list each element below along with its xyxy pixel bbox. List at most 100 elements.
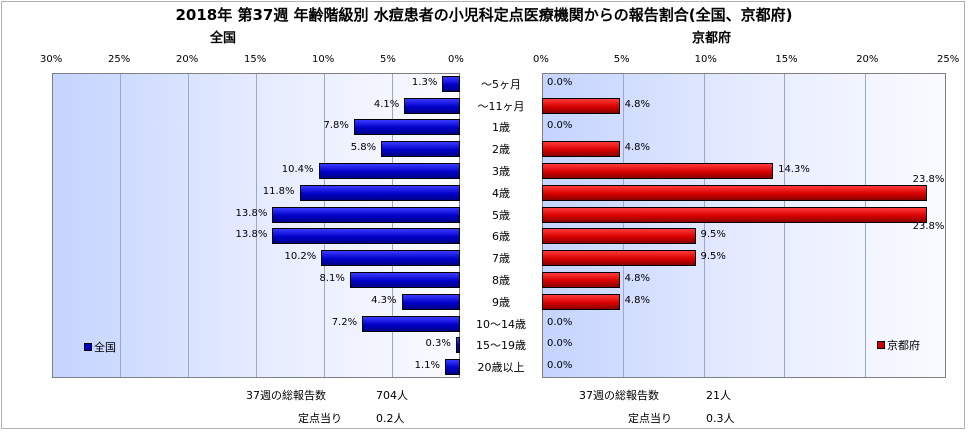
- kyoto-value-label: 4.8%: [624, 98, 650, 110]
- kyoto-value-label: 23.8%: [912, 220, 945, 232]
- kyoto-bar: [542, 97, 620, 114]
- kyoto-tick-label: 10%: [694, 54, 717, 65]
- category-label: 10～14歳: [476, 317, 526, 331]
- kyoto-value-label: 0.0%: [547, 120, 573, 132]
- category-label: 8歳: [492, 273, 510, 287]
- nation-tick-label: 30%: [40, 54, 63, 65]
- nation-value-label: 8.1%: [319, 272, 345, 284]
- kyoto-value-label: 0.0%: [547, 360, 573, 372]
- nation-value-label: 5.8%: [350, 142, 377, 154]
- kyoto-value-label: 9.5%: [700, 251, 726, 263]
- category-label: 4歳: [492, 186, 510, 200]
- nation-value-label: 1.1%: [414, 360, 441, 372]
- kyoto-value-label: 0.0%: [547, 316, 573, 328]
- kyoto-gridline: [865, 74, 867, 377]
- nation-legend-swatch: [84, 343, 92, 351]
- nation-tick-label: 15%: [244, 54, 267, 65]
- kyoto-gridline: [784, 74, 786, 377]
- kyoto-value-label: 14.3%: [778, 164, 810, 176]
- nation-value-label: 7.8%: [323, 120, 349, 132]
- nation-bar: [272, 228, 460, 245]
- kyoto-panel-title: 京都府: [692, 31, 732, 46]
- kyoto-bar: [542, 293, 620, 310]
- nation-value-label: 4.3%: [371, 294, 397, 306]
- nation-value-label: 10.4%: [281, 164, 314, 176]
- kyoto-bar: [542, 163, 774, 180]
- kyoto-gridline: [703, 74, 705, 377]
- nation-value-label: 10.2%: [284, 251, 317, 263]
- nation-total-value: 704人: [376, 389, 408, 402]
- category-label: ～11ヶ月: [477, 99, 525, 113]
- kyoto-bar: [542, 271, 620, 288]
- category-label: 5歳: [492, 208, 510, 222]
- nation-bar: [321, 250, 460, 267]
- nation-bar: [362, 315, 460, 332]
- category-label: 3歳: [492, 165, 510, 179]
- kyoto-bar: [542, 184, 927, 201]
- kyoto-value-label: 9.5%: [700, 229, 726, 241]
- nation-value-label: 4.1%: [373, 98, 400, 110]
- kyoto-value-label: 0.0%: [547, 76, 573, 88]
- nation-bar: [353, 119, 460, 136]
- nation-value-label: 13.8%: [235, 229, 268, 241]
- nation-bar: [404, 97, 460, 114]
- nation-bar: [445, 359, 460, 376]
- kyoto-per-value: 0.3人: [706, 412, 735, 425]
- kyoto-total-value: 21人: [706, 389, 731, 402]
- nation-bar: [272, 206, 460, 223]
- nation-gridline: [256, 74, 257, 377]
- nation-value-label: 7.2%: [331, 316, 358, 328]
- chart-title: 2018年 第37週 年齢階級別 水痘患者の小児科定点医療機関からの報告割合(全…: [175, 6, 793, 24]
- kyoto-bar: [542, 250, 696, 267]
- kyoto-legend-swatch: [877, 341, 885, 349]
- nation-tick-label: 5%: [380, 54, 396, 65]
- category-label: 6歳: [492, 230, 510, 244]
- kyoto-total-label: 37週の総報告数: [579, 389, 659, 402]
- kyoto-tick-label: 5%: [613, 54, 630, 65]
- kyoto-value-label: 4.8%: [624, 142, 650, 154]
- nation-bar: [299, 184, 460, 201]
- nation-value-label: 0.3%: [425, 338, 451, 350]
- nation-bar: [455, 337, 460, 354]
- nation-gridline: [188, 74, 189, 377]
- nation-tick-label: 25%: [108, 54, 131, 65]
- category-label: 2歳: [492, 143, 510, 157]
- nation-gridline: [120, 74, 121, 377]
- kyoto-bar: [542, 141, 620, 158]
- nation-per-value: 0.2人: [376, 412, 405, 425]
- nation-legend-label: 全国: [94, 341, 116, 354]
- nation-panel-title: 全国: [210, 31, 237, 46]
- category-label: 1歳: [492, 121, 510, 135]
- nation-gridline: [324, 74, 325, 377]
- nation-bar: [349, 271, 460, 288]
- kyoto-bar: [542, 206, 927, 223]
- kyoto-per-label: 定点当り: [628, 412, 672, 425]
- nation-gridline: [392, 74, 393, 377]
- nation-value-label: 1.3%: [411, 76, 438, 88]
- kyoto-value-label: 0.0%: [547, 338, 573, 350]
- kyoto-value-label: 4.8%: [624, 294, 650, 306]
- nation-bar: [381, 141, 460, 158]
- kyoto-value-label: 23.8%: [912, 173, 945, 185]
- kyoto-legend-label: 京都府: [887, 339, 920, 352]
- kyoto-gridline: [622, 74, 624, 377]
- kyoto-tick-label: 15%: [775, 54, 798, 65]
- nation-bar: [401, 293, 460, 310]
- nation-legend: 全国: [84, 339, 116, 355]
- nation-bar: [442, 75, 460, 92]
- nation-per-label: 定点当り: [298, 412, 342, 425]
- kyoto-legend: 京都府: [877, 337, 920, 353]
- kyoto-plot-area: [542, 73, 946, 378]
- nation-total-label: 37週の総報告数: [246, 389, 326, 402]
- kyoto-bar: [542, 228, 696, 245]
- nation-tick-label: 10%: [312, 54, 335, 65]
- kyoto-value-label: 4.8%: [624, 272, 650, 284]
- nation-tick-label: 20%: [176, 54, 199, 65]
- kyoto-tick-label: 0%: [533, 54, 549, 65]
- kyoto-tick-label: 20%: [856, 54, 879, 65]
- nation-value-label: 13.8%: [235, 207, 268, 219]
- category-label: 20歳以上: [477, 361, 525, 375]
- category-label: 15～19歳: [476, 339, 526, 353]
